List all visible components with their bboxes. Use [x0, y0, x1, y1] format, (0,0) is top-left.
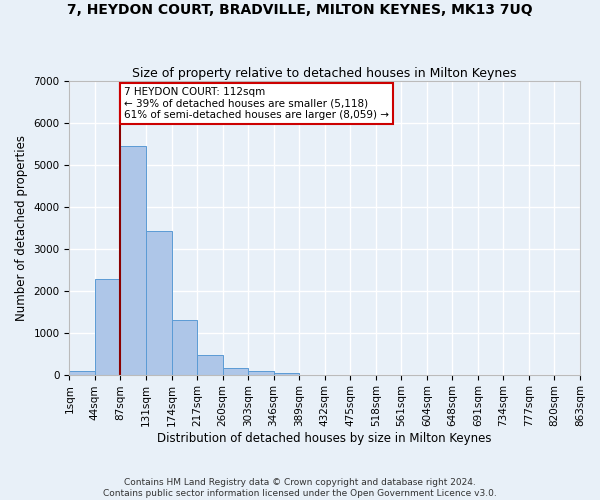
- Bar: [172, 320, 197, 374]
- Bar: [274, 372, 299, 374]
- Bar: [197, 355, 223, 374]
- Bar: [146, 230, 172, 374]
- Bar: [121, 146, 146, 374]
- X-axis label: Distribution of detached houses by size in Milton Keynes: Distribution of detached houses by size …: [157, 432, 492, 445]
- Bar: [223, 368, 248, 374]
- Bar: [248, 371, 274, 374]
- Bar: [70, 371, 95, 374]
- Text: 7, HEYDON COURT, BRADVILLE, MILTON KEYNES, MK13 7UQ: 7, HEYDON COURT, BRADVILLE, MILTON KEYNE…: [67, 2, 533, 16]
- Title: Size of property relative to detached houses in Milton Keynes: Size of property relative to detached ho…: [133, 66, 517, 80]
- Text: Contains HM Land Registry data © Crown copyright and database right 2024.
Contai: Contains HM Land Registry data © Crown c…: [103, 478, 497, 498]
- Bar: [95, 279, 121, 374]
- Y-axis label: Number of detached properties: Number of detached properties: [15, 134, 28, 320]
- Text: 7 HEYDON COURT: 112sqm
← 39% of detached houses are smaller (5,118)
61% of semi-: 7 HEYDON COURT: 112sqm ← 39% of detached…: [124, 87, 389, 120]
